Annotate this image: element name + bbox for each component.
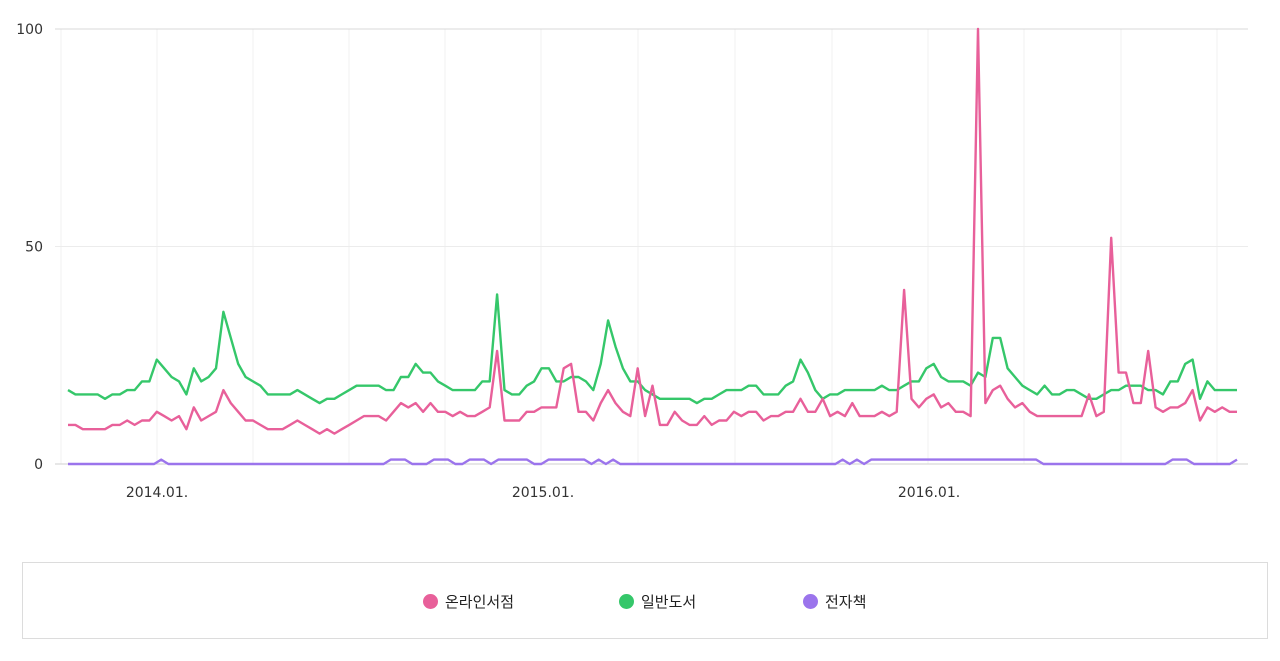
grid — [55, 28, 1248, 465]
series-line-0 — [68, 27, 1237, 435]
legend-item-general-books[interactable]: 일반도서 — [619, 563, 696, 640]
legend-dot-online-bookstore — [423, 594, 438, 609]
line-chart: 0 50 100 2014.01. 2015.01. 2016.01. — [16, 22, 1248, 501]
x-tick-label: 2016.01. — [898, 485, 960, 501]
series-lines — [67, 27, 1238, 466]
y-tick-label: 0 — [34, 457, 43, 473]
legend-item-online-bookstore[interactable]: 온라인서점 — [423, 563, 514, 640]
y-tick-label: 100 — [16, 22, 43, 38]
legend-item-ebooks[interactable]: 전자책 — [803, 563, 866, 640]
x-tick-label: 2014.01. — [126, 485, 188, 501]
x-axis: 2014.01. 2015.01. 2016.01. — [126, 485, 960, 501]
series-line-1 — [67, 293, 1237, 405]
x-tick-label: 2015.01. — [512, 485, 574, 501]
legend-label-general-books: 일반도서 — [641, 593, 697, 611]
y-axis: 0 50 100 — [16, 22, 43, 473]
legend-dot-ebooks — [803, 594, 818, 609]
legend-label-online-bookstore: 온라인서점 — [445, 593, 515, 611]
legend-dot-general-books — [619, 594, 634, 609]
legend: 온라인서점 일반도서 전자책 — [22, 562, 1268, 639]
legend-label-ebooks: 전자책 — [825, 593, 867, 611]
series-line-2 — [68, 458, 1238, 466]
y-tick-label: 50 — [25, 240, 43, 256]
